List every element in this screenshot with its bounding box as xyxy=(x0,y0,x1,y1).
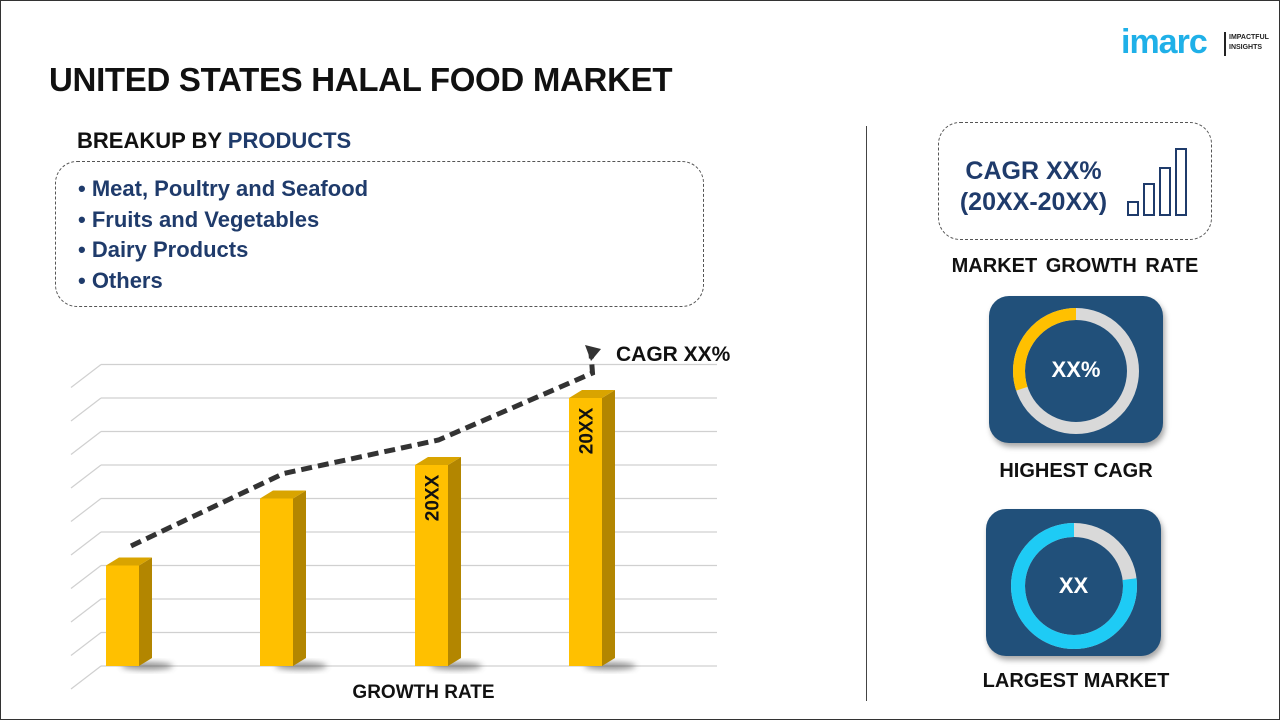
logo-divider xyxy=(1224,32,1226,56)
gridline-depth xyxy=(70,665,102,690)
logo-tagline-1: IMPACTFUL xyxy=(1229,34,1269,41)
gridline-depth xyxy=(70,632,102,656)
logo-tagline-2: INSIGHTS xyxy=(1229,44,1263,51)
bar-top xyxy=(415,457,461,465)
gridline-depth xyxy=(70,531,102,556)
bar xyxy=(569,398,602,666)
gridline-depth xyxy=(70,397,102,422)
market-growth-label: MARKET GROWTH RATE xyxy=(951,255,1199,277)
trend-annotation: CAGR XX% xyxy=(616,343,731,366)
imarc-logo: imarc IMPACTFUL INSIGHTS xyxy=(1121,13,1271,61)
page-title: UNITED STATES HALAL FOOD MARKET xyxy=(49,61,673,98)
gridline-depth xyxy=(70,598,102,623)
largest-market-donut xyxy=(1011,523,1137,649)
highest-cagr-value: XX% xyxy=(1051,357,1101,382)
bar xyxy=(106,565,139,666)
bar-side xyxy=(139,557,152,666)
donut-fill xyxy=(1013,308,1139,434)
bar-side xyxy=(448,457,461,666)
trend-line xyxy=(129,352,596,549)
breakup-highlight: PRODUCTS xyxy=(227,128,352,153)
cagr-value: CAGR XX% xyxy=(965,157,1102,185)
gridline-depth xyxy=(70,364,102,388)
gridline-depth xyxy=(70,464,102,489)
list-item: • Meat, Poultry and Seafood xyxy=(78,176,369,201)
list-item: • Fruits and Vegetables xyxy=(78,206,320,232)
cagr-box xyxy=(938,122,1212,240)
divider xyxy=(866,126,867,701)
largest-market-value: XX xyxy=(1058,573,1089,598)
highest-cagr-donut xyxy=(1013,308,1139,434)
gridline-depth xyxy=(70,431,102,455)
x-axis-label: GROWTH RATE xyxy=(352,682,495,703)
breakup-prefix: BREAKUP BY xyxy=(77,128,228,153)
list-item: • Others xyxy=(78,267,163,293)
largest-market-label: LARGEST MARKET xyxy=(982,670,1170,692)
bar-top xyxy=(106,557,152,566)
bar-top xyxy=(260,490,306,499)
gridline-depth xyxy=(70,498,102,522)
list-item: • Dairy Products xyxy=(78,237,249,262)
bar xyxy=(415,465,448,666)
product-list: • Meat, Poultry and Seafood • Fruits and… xyxy=(55,161,704,307)
bar-top xyxy=(569,390,615,398)
growth-chart: 20XX 20XX xyxy=(70,345,717,690)
highest-cagr-label: HIGHEST CAGR xyxy=(999,460,1153,482)
gridline-depth xyxy=(70,565,102,589)
cagr-text: CAGR XX% (20XX-20XX) xyxy=(951,156,1116,218)
bar-side xyxy=(293,490,306,666)
bar xyxy=(260,498,293,666)
breakup-heading: BREAKUP BY PRODUCTS xyxy=(77,128,351,154)
logo-tagline: IMPACTFUL INSIGHTS xyxy=(1229,33,1269,53)
donut-fill xyxy=(1011,523,1137,649)
bar-label: 20XX xyxy=(423,474,444,521)
bar-label: 20XX xyxy=(577,407,598,454)
cagr-period: (20XX-20XX) xyxy=(959,188,1108,216)
bar-side xyxy=(602,390,615,666)
logo-brand: imarc xyxy=(1121,23,1208,61)
trend-arrowhead xyxy=(585,345,601,361)
bar-chart-icon xyxy=(1127,148,1187,216)
